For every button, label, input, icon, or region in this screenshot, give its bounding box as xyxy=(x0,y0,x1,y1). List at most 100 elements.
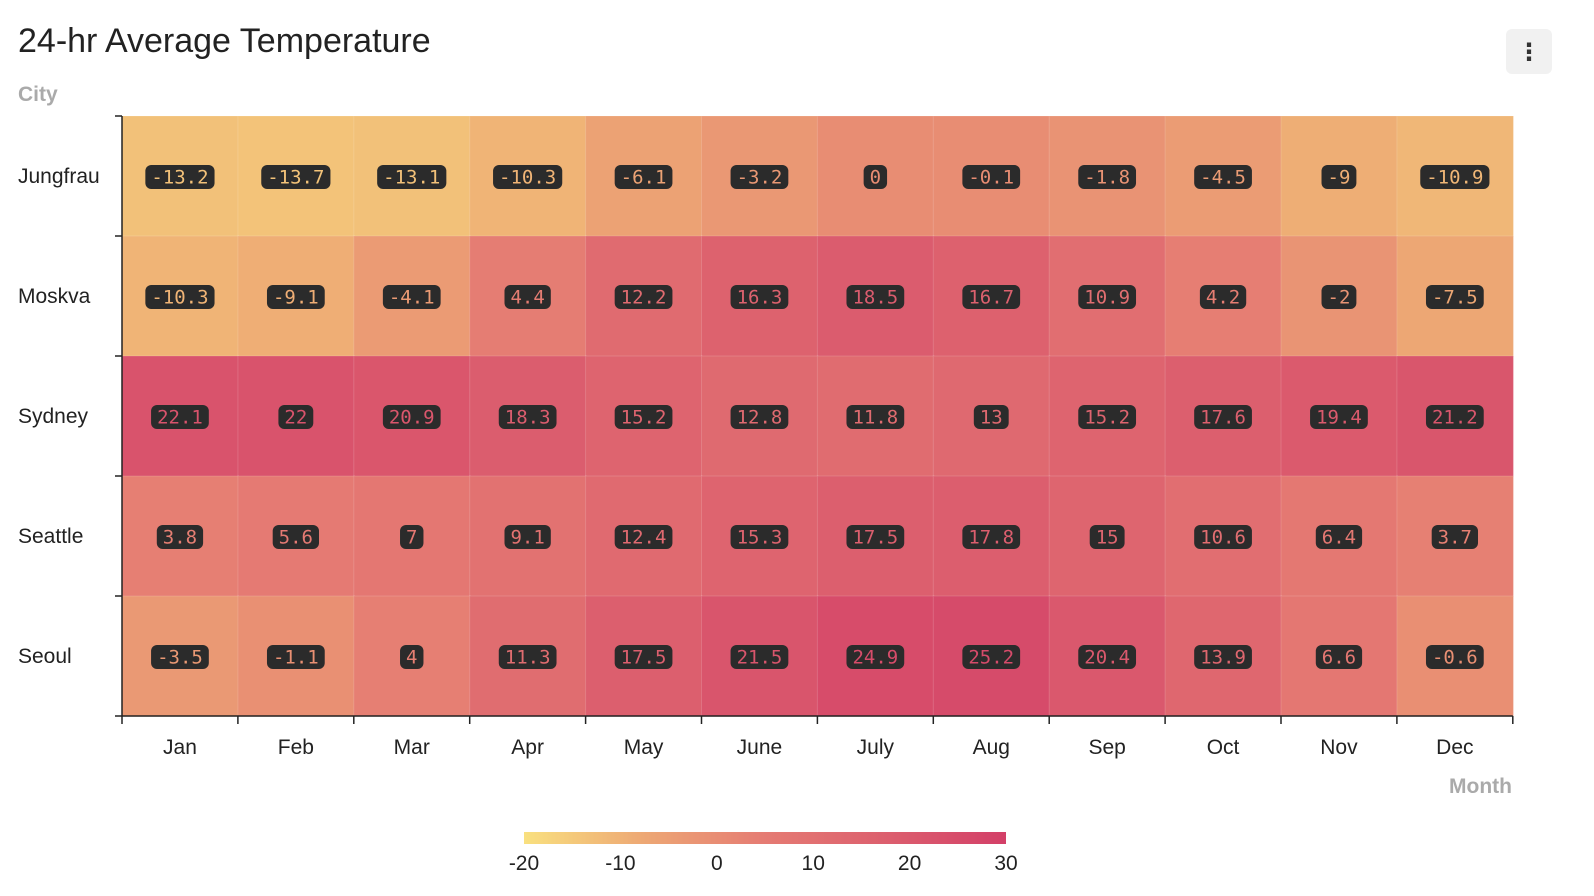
cell-value-label: 17.5 xyxy=(852,527,898,549)
color-legend: -20 -10 0 10 20 30 xyxy=(509,832,1018,875)
cell-label-box xyxy=(151,645,209,669)
cell-label-box xyxy=(614,645,673,669)
cell-label-box xyxy=(1078,165,1137,189)
cell-value-label: 17.6 xyxy=(1200,407,1246,429)
cell-value-label: -6.1 xyxy=(621,167,667,189)
cell-label-box xyxy=(1078,405,1137,429)
cell-label-box xyxy=(1321,165,1357,189)
cell-label-box xyxy=(846,645,905,669)
cell-value-label: -13.1 xyxy=(383,167,440,189)
heatmap-cell-labels: -13.2 -13.7 -13.1 -10.3 -6.1 -3.2 0 -0.1 -1.8 -4.… xyxy=(145,165,1490,669)
cell-label-box xyxy=(614,525,673,549)
cell-value-label: 3.7 xyxy=(1438,527,1472,549)
cell-value-label: -1.8 xyxy=(1084,167,1130,189)
cell-label-box xyxy=(1194,525,1252,549)
cell-value-label: -3.5 xyxy=(157,647,203,669)
cell-label-box xyxy=(962,645,1021,669)
cell-label-box xyxy=(266,645,325,669)
cell-label-box xyxy=(846,405,905,429)
cell-value-label: -13.2 xyxy=(151,167,208,189)
x-tick-label: Apr xyxy=(511,736,544,759)
cell-value-label: -4.1 xyxy=(389,287,435,309)
legend-color-bar xyxy=(524,832,1006,844)
cell-value-label: -0.1 xyxy=(968,167,1014,189)
cell-label-box xyxy=(962,525,1021,549)
cell-value-label: 3.8 xyxy=(163,527,197,549)
cell-value-label: -2 xyxy=(1328,287,1351,309)
cell-value-label: 4.4 xyxy=(510,287,544,309)
y-tick-label: Sydney xyxy=(18,405,89,428)
cell-label-box xyxy=(278,405,314,429)
y-tick-label: Seattle xyxy=(18,525,83,548)
cell-value-label: 11.8 xyxy=(852,407,898,429)
cell-label-box xyxy=(614,165,673,189)
cell-label-box xyxy=(1199,285,1247,309)
cell-label-box xyxy=(614,405,673,429)
cell-label-box xyxy=(730,645,789,669)
x-tick-label: June xyxy=(737,736,783,759)
cell-label-box xyxy=(846,525,905,549)
heatmap-cell xyxy=(237,595,355,718)
cell-value-label: 16.3 xyxy=(737,287,783,309)
cell-label-box xyxy=(377,165,447,189)
cell-label-box xyxy=(614,285,673,309)
cell-value-label: 13 xyxy=(980,407,1003,429)
cell-label-box xyxy=(962,285,1021,309)
x-tick-label: Mar xyxy=(394,736,430,759)
cell-label-box xyxy=(730,525,789,549)
cell-label-box xyxy=(1321,285,1357,309)
cell-value-label: 5.6 xyxy=(279,527,313,549)
x-tick-label: Jan xyxy=(163,736,197,759)
cell-label-box xyxy=(261,165,331,189)
cell-label-box xyxy=(863,165,888,189)
x-axis-title: Month xyxy=(1449,775,1512,798)
y-axis-tick-labels: Jungfrau Moskva Sydney Seattle Seoul xyxy=(18,165,100,668)
cell-value-label: -10.3 xyxy=(151,287,208,309)
cell-label-box xyxy=(382,405,441,429)
chart-menu-button[interactable]: ⋮ xyxy=(1506,29,1552,74)
cell-label-box xyxy=(1078,645,1137,669)
y-tick-label: Moskva xyxy=(18,285,91,308)
y-tick-label: Seoul xyxy=(18,645,72,668)
cell-value-label: 22 xyxy=(284,407,307,429)
cell-label-box xyxy=(1089,525,1125,549)
cell-label-box xyxy=(1194,405,1252,429)
cell-value-label: 9.1 xyxy=(510,527,544,549)
cell-label-box xyxy=(400,645,424,669)
cell-value-label: 6.4 xyxy=(1322,527,1356,549)
cell-label-box xyxy=(504,525,551,549)
cell-label-box xyxy=(730,405,789,429)
x-tick-label: Oct xyxy=(1207,736,1240,759)
cell-label-box xyxy=(1078,285,1137,309)
cell-value-label: 11.3 xyxy=(505,647,551,669)
cell-value-label: 18.3 xyxy=(505,407,551,429)
cell-value-label: -0.6 xyxy=(1432,647,1478,669)
cell-value-label: 4 xyxy=(406,647,417,669)
cell-value-label: -1.1 xyxy=(273,647,319,669)
heatmap-cells xyxy=(121,115,1514,718)
cell-value-label: 7 xyxy=(406,527,417,549)
cell-value-label: -9.1 xyxy=(273,287,319,309)
cell-label-box xyxy=(493,165,563,189)
cell-label-box xyxy=(156,525,204,549)
cell-label-box xyxy=(266,285,325,309)
legend-tick-label: -10 xyxy=(605,852,635,875)
legend-tick-label: 0 xyxy=(711,852,723,875)
cell-value-label: 15.2 xyxy=(621,407,667,429)
cell-label-box xyxy=(1310,405,1368,429)
cell-value-label: 21.2 xyxy=(1432,407,1478,429)
cell-value-label: 18.5 xyxy=(852,287,898,309)
cell-label-box xyxy=(1431,525,1479,549)
cell-label-box xyxy=(1420,165,1490,189)
cell-label-box xyxy=(962,165,1021,189)
cell-value-label: 24.9 xyxy=(852,647,898,669)
legend-tick-label: 20 xyxy=(898,852,921,875)
y-tick-label: Jungfrau xyxy=(18,165,100,188)
cell-value-label: -10.3 xyxy=(499,167,556,189)
cell-label-box xyxy=(1425,285,1484,309)
x-tick-label: July xyxy=(857,736,895,759)
heatmap-axes xyxy=(115,115,1514,724)
cell-label-box xyxy=(973,405,1009,429)
cell-value-label: 25.2 xyxy=(968,647,1014,669)
y-axis-title: City xyxy=(18,83,58,106)
